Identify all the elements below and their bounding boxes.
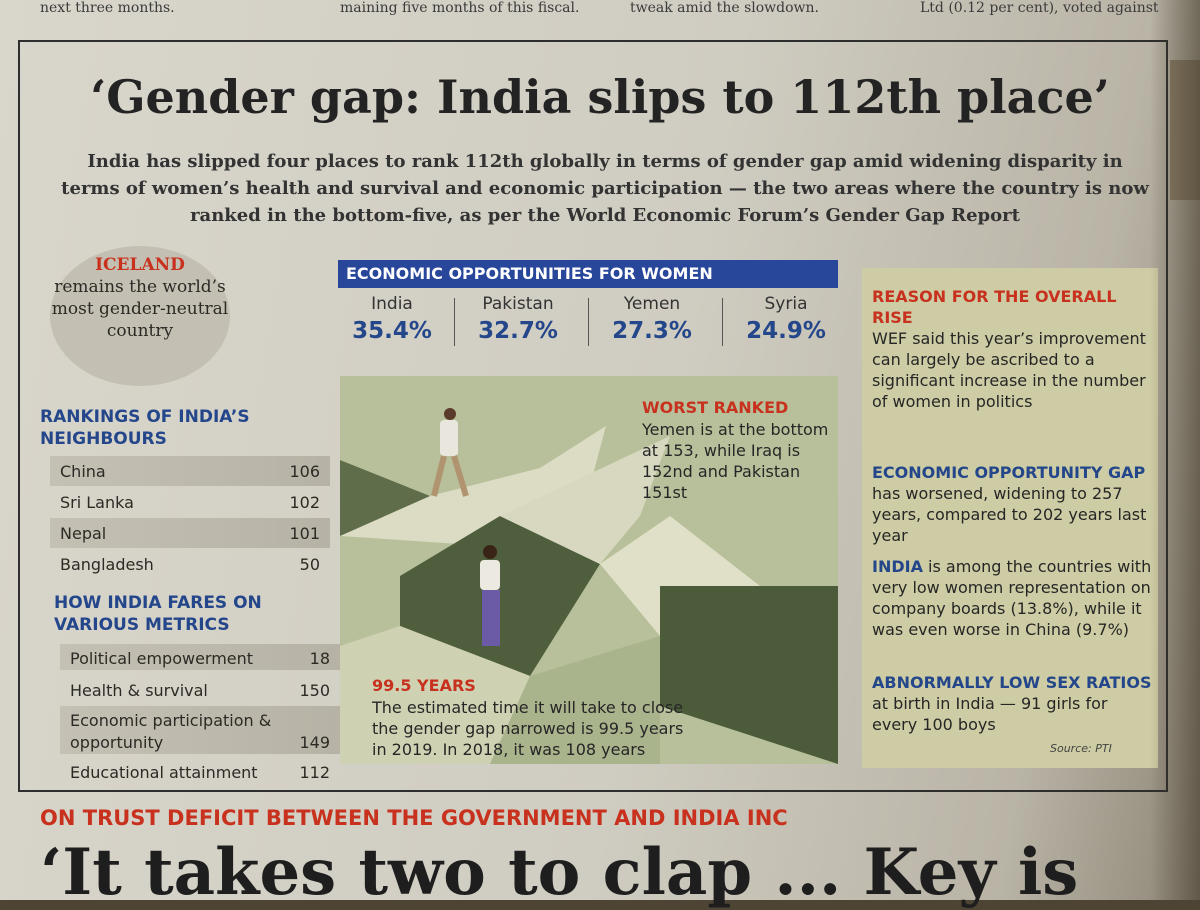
metric-label: Economic participation & opportunity (70, 711, 272, 752)
intro-text: India has slipped four places to rank 11… (61, 151, 1149, 226)
neighbour-country: Bangladesh (60, 554, 154, 574)
page-shadow (1150, 0, 1200, 900)
econ-value: 27.3% (612, 318, 692, 344)
divider (722, 298, 723, 346)
metric-rank: 150 (299, 681, 330, 700)
econ-gap-lead: ECONOMIC OPPORTUNITY GAP (872, 463, 1146, 482)
metric-rank: 18 (309, 649, 330, 668)
table-row: Economic participation & opportunity 149 (60, 706, 340, 754)
sex-ratio-lead: ABNORMALLY LOW SEX RATIOS (872, 673, 1152, 692)
iceland-headline: ICELAND (95, 255, 185, 275)
reason-block: REASON FOR THE OVERALL RISE WEF said thi… (872, 286, 1152, 412)
metric-label: Political empowerment (70, 649, 254, 668)
neighbour-rank: 102 (289, 492, 320, 512)
sex-ratio-text: at birth in India — 91 girls for every 1… (872, 694, 1108, 734)
econ-value: 24.9% (746, 318, 826, 344)
table-row: Sri Lanka 102 (50, 487, 330, 517)
econ-gap-text: has worsened, widening to 257 years, com… (872, 484, 1147, 545)
neighbour-country: China (60, 461, 106, 481)
reason-panel (862, 268, 1158, 768)
standing-woman-figure (480, 545, 500, 646)
india-boards-text: is among the countries with very low wom… (872, 557, 1152, 639)
metrics-heading: HOW INDIA FARES ON VARIOUS METRICS (54, 593, 262, 635)
econ-item-pakistan: Pakistan 32.7% (458, 294, 578, 344)
econ-value: 32.7% (478, 318, 558, 344)
metric-rank: 149 (299, 733, 330, 752)
neighbour-rank: 106 (289, 461, 320, 481)
econ-item-yemen: Yemen 27.3% (592, 294, 712, 344)
snippet-1: next three months. (40, 0, 175, 16)
econ-country: Yemen (623, 294, 681, 314)
years-heading: 99.5 YEARS (372, 676, 476, 695)
india-boards-block: INDIA is among the countries with very l… (872, 556, 1152, 640)
worst-text: Yemen is at the bottom at 153, while Ira… (642, 420, 829, 502)
years-callout: 99.5 YEARS The estimated time it will ta… (372, 676, 702, 760)
snippet-3: tweak amid the slowdown. (630, 0, 819, 16)
worst-heading: WORST RANKED (642, 398, 789, 417)
snippet-4: Ltd (0.12 per cent), voted against (920, 0, 1159, 16)
arrows-illustration (340, 376, 838, 764)
source-credit: Source: PTI (1050, 742, 1112, 755)
table-row: Nepal 101 (50, 518, 330, 548)
iceland-callout: ICELAND remains the world’s most gender-… (50, 246, 230, 386)
econ-item-india: India 35.4% (332, 294, 452, 344)
india-boards-lead: INDIA (872, 557, 923, 576)
econ-value: 35.4% (352, 318, 432, 344)
page-title: ‘Gender gap: India slips to 112th place’ (90, 70, 1110, 124)
worst-ranked-callout: WORST RANKED Yemen is at the bottom at 1… (642, 398, 842, 503)
neighbour-country: Sri Lanka (60, 492, 134, 512)
sex-ratio-block: ABNORMALLY LOW SEX RATIOS at birth in In… (872, 672, 1152, 735)
table-row: Bangladesh 50 (50, 549, 330, 579)
table-row: Health & survival 150 (60, 676, 340, 702)
econ-item-syria: Syria 24.9% (726, 294, 846, 344)
table-row: Political empowerment 18 (60, 644, 340, 670)
econ-country: Pakistan (482, 294, 554, 314)
table-row: China 106 (50, 456, 330, 486)
metric-rank: 112 (299, 763, 330, 782)
walking-man-figure (431, 408, 469, 497)
econ-country: India (371, 294, 413, 314)
econ-gap-block: ECONOMIC OPPORTUNITY GAP has worsened, w… (872, 462, 1152, 546)
arrows-maze-image (340, 376, 838, 764)
top-article-snippets: next three months. maining five months o… (0, 0, 1200, 24)
reason-heading: REASON FOR THE OVERALL RISE (872, 287, 1117, 327)
years-text: The estimated time it will take to close… (372, 698, 684, 759)
divider (588, 298, 589, 346)
reason-text: WEF said this year’s improvement can lar… (872, 329, 1146, 411)
next-article-headline: ‘It takes two to clap ... Key is (40, 835, 1079, 910)
neighbour-rank: 50 (299, 554, 320, 574)
neighbour-country: Nepal (60, 523, 107, 543)
snippet-2: maining five months of this fiscal. (340, 0, 580, 16)
metric-label: Health & survival (70, 681, 208, 700)
iceland-text: remains the world’s most gender-neutral … (51, 277, 229, 341)
econ-country: Syria (764, 294, 808, 314)
neighbours-heading: RANKINGS OF INDIA’S NEIGHBOURS (40, 407, 250, 449)
next-article-kicker: ON TRUST DEFICIT BETWEEN THE GOVERNMENT … (40, 806, 788, 830)
metric-label: Educational attainment (70, 763, 258, 782)
table-row: Educational attainment 112 (60, 758, 340, 784)
economic-opportunities-heading: ECONOMIC OPPORTUNITIES FOR WOMEN (338, 260, 838, 288)
divider (454, 298, 455, 346)
neighbour-rank: 101 (289, 523, 320, 543)
